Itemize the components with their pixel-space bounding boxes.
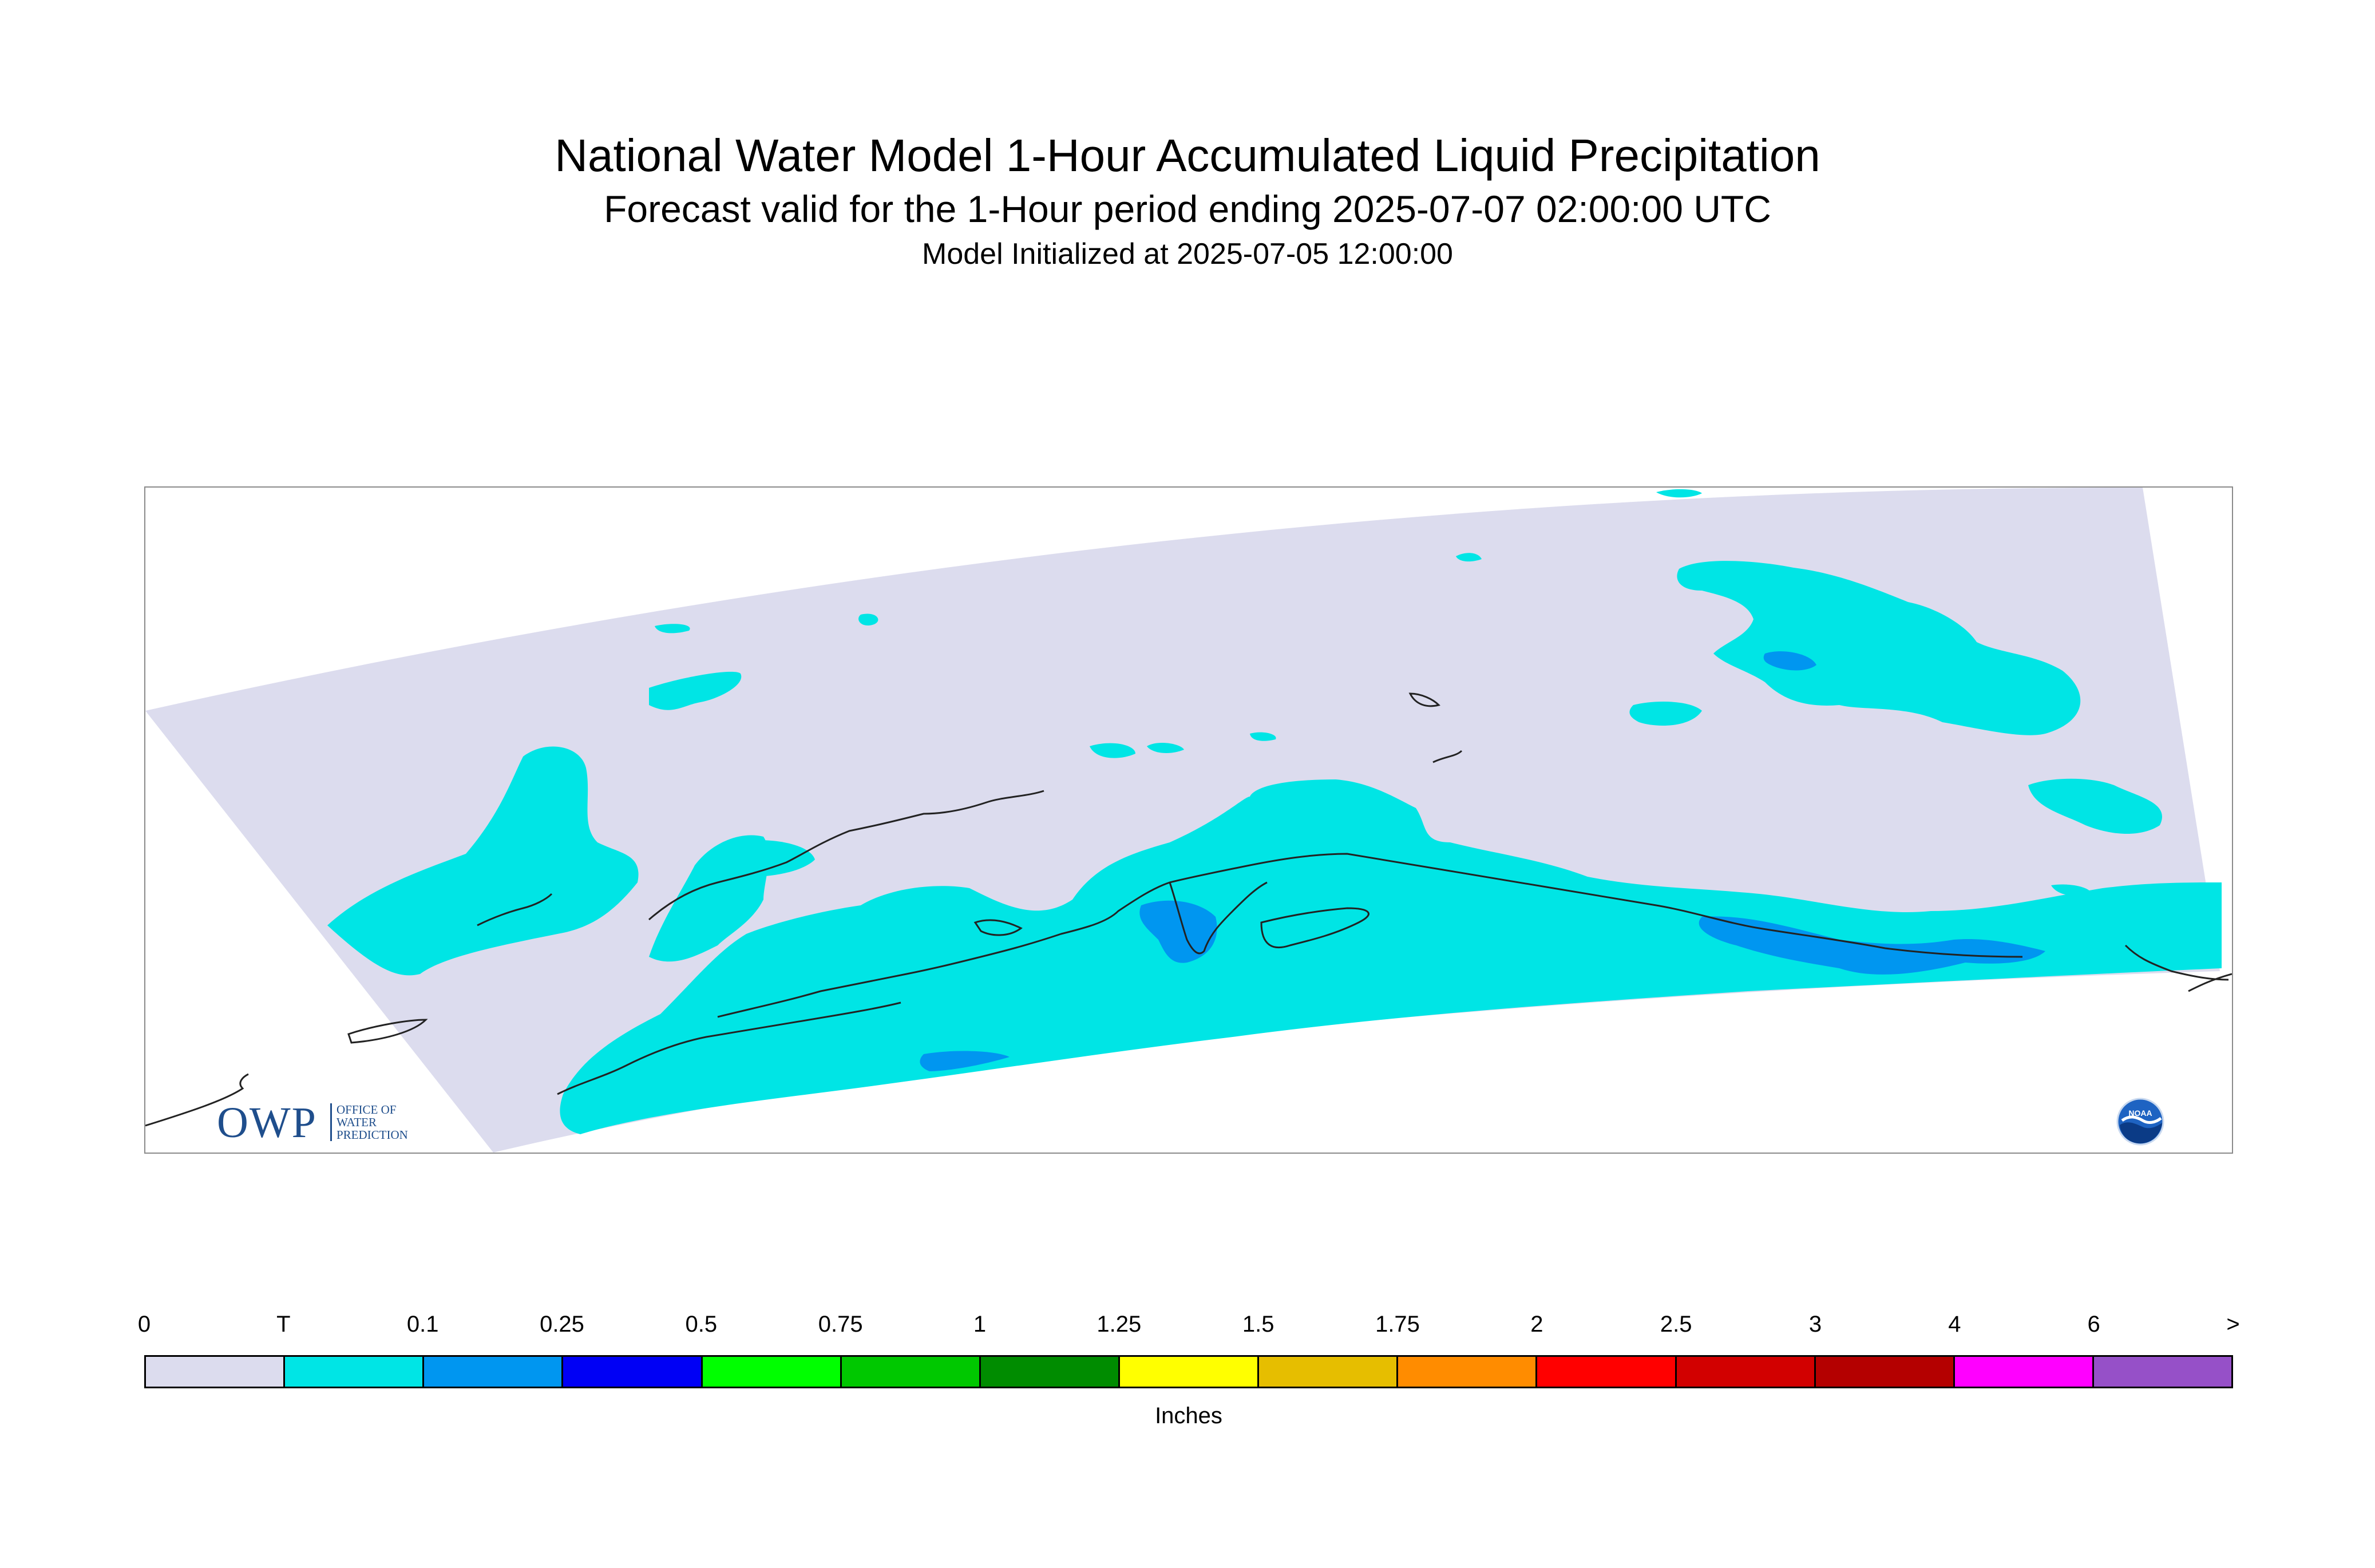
legend-tick-label: 3 bbox=[1808, 1312, 1822, 1337]
coastline-mainland bbox=[145, 853, 2023, 1127]
legend-swatch bbox=[1535, 1357, 1675, 1387]
trace-area-southwest bbox=[327, 746, 639, 976]
trace-area-mid2 bbox=[1147, 742, 1184, 753]
legend-tick-label: T bbox=[276, 1312, 291, 1337]
precipitation-map[interactable] bbox=[145, 488, 2232, 1153]
trace-area-north-small1 bbox=[858, 613, 878, 625]
legend-swatch bbox=[283, 1357, 423, 1387]
legend-color-bar bbox=[144, 1355, 2233, 1388]
coastline-southwest bbox=[557, 1001, 901, 1095]
trace-area-north-center bbox=[1456, 553, 1482, 562]
trace-area-east-left bbox=[1629, 702, 1702, 726]
owp-logo-line1: OFFICE OF bbox=[337, 1103, 397, 1116]
legend-tick-label: 4 bbox=[1948, 1312, 1961, 1337]
forecast-valid-subtitle: Forecast valid for the 1-Hour period end… bbox=[604, 188, 1771, 230]
coastline-cook-inlet bbox=[1169, 881, 1268, 955]
coastline-kodiak-coast bbox=[2124, 944, 2229, 981]
legend-swatch bbox=[979, 1357, 1118, 1387]
coastline-far-east bbox=[2188, 973, 2232, 992]
coastline-western-interior bbox=[648, 790, 1044, 921]
legend-tick-label: 6 bbox=[2087, 1312, 2100, 1337]
trace-area-north-small2 bbox=[655, 624, 690, 633]
coastlines bbox=[145, 692, 2232, 1127]
owp-logo: OWP OFFICE OF WATER PREDICTION bbox=[217, 1100, 469, 1146]
owp-logo-letters: OWP bbox=[217, 1099, 317, 1147]
light-area-southwest bbox=[920, 1051, 1010, 1071]
light-area-east-top bbox=[1763, 651, 1816, 671]
legend-tick-label: 1.75 bbox=[1375, 1312, 1420, 1337]
legend-swatch bbox=[1953, 1357, 2092, 1387]
legend-swatch bbox=[1814, 1357, 1953, 1387]
trace-area-mid3 bbox=[1250, 732, 1276, 741]
legend-unit-label: Inches bbox=[1155, 1403, 1222, 1428]
light-area-cook-inlet bbox=[1139, 900, 1217, 963]
legend-swatch bbox=[1257, 1357, 1397, 1387]
legend-tick-label: 0.75 bbox=[818, 1312, 863, 1337]
trace-area-east-right bbox=[2028, 778, 2162, 834]
trace-area-east-top bbox=[1677, 561, 2081, 735]
trace-area-peninsula bbox=[649, 835, 769, 962]
trace-area-mid1 bbox=[1090, 743, 1135, 758]
legend-tick-label: 2.5 bbox=[1660, 1312, 1692, 1337]
trace-precip-areas bbox=[327, 489, 2222, 1134]
trace-area-north-far bbox=[1656, 489, 1702, 498]
legend-tick-label: 0.1 bbox=[406, 1312, 439, 1337]
trace-area-east-small bbox=[2051, 884, 2091, 896]
owp-logo-line3: PREDICTION bbox=[337, 1128, 408, 1142]
legend-swatch bbox=[700, 1357, 840, 1387]
map-frame[interactable]: OWP OFFICE OF WATER PREDICTION NOAA bbox=[144, 486, 2233, 1154]
trace-area-coast-main bbox=[560, 779, 2222, 1134]
legend-tick-label: 1.25 bbox=[1097, 1312, 1142, 1337]
owp-logo-line2: WATER bbox=[337, 1115, 377, 1129]
page-title: National Water Model 1-Hour Accumulated … bbox=[555, 130, 1820, 181]
legend-swatch bbox=[146, 1357, 284, 1387]
legend-swatch bbox=[1396, 1357, 1536, 1387]
legend-tick-label: 1 bbox=[973, 1312, 987, 1337]
legend-swatch bbox=[840, 1357, 979, 1387]
legend: 0 T 0.1 0.25 0.5 0.75 1 1.25 1.5 1.75 2 2.5 3 4 6 > Inc… bbox=[138, 1310, 2240, 1436]
legend-tick-label: > bbox=[2226, 1312, 2240, 1337]
owp-logo-wordmark: OFFICE OF WATER PREDICTION bbox=[330, 1103, 408, 1141]
legend-tick-label: 2 bbox=[1530, 1312, 1543, 1337]
legend-swatch bbox=[2092, 1357, 2232, 1387]
legend-tick-label: 1.5 bbox=[1242, 1312, 1274, 1337]
noaa-logo-text: NOAA bbox=[2128, 1108, 2152, 1118]
noaa-logo: NOAA bbox=[2116, 1098, 2164, 1146]
coastline-kenai bbox=[1260, 907, 1369, 949]
legend-swatch bbox=[561, 1357, 701, 1387]
legend-swatch bbox=[422, 1357, 562, 1387]
coastline-island-north bbox=[1408, 692, 1440, 707]
legend-tick-label: 0.5 bbox=[685, 1312, 718, 1337]
coastline-island-sw bbox=[347, 1019, 428, 1044]
coastline-lake bbox=[973, 919, 1023, 936]
outside-domain-area bbox=[145, 711, 493, 1153]
legend-tick-label: 0.25 bbox=[540, 1312, 584, 1337]
trace-area-north-west bbox=[649, 671, 742, 710]
outside-domain-area-bottom bbox=[493, 971, 2232, 1153]
legend-tick-label: 0 bbox=[137, 1312, 151, 1337]
model-init-line: Model Initialized at 2025-07-05 12:00:00 bbox=[922, 237, 1453, 271]
legend-swatch bbox=[1675, 1357, 1814, 1387]
coastline-east-inland bbox=[1432, 750, 1463, 763]
legend-swatch bbox=[1118, 1357, 1258, 1387]
coastline-river bbox=[477, 893, 553, 926]
